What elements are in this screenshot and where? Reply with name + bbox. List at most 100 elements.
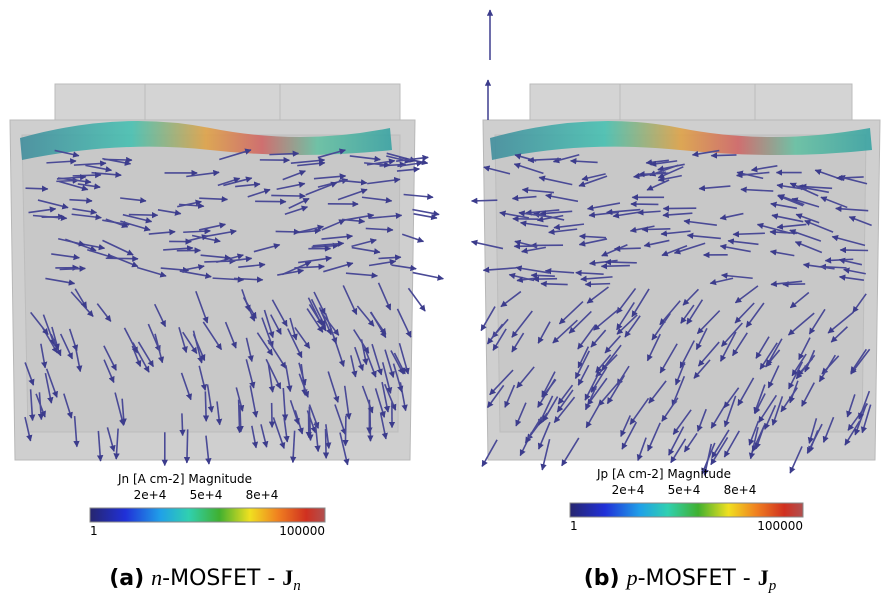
arrow [179,413,186,437]
arrow [757,394,778,423]
geometry [9,83,881,461]
arrow [298,224,325,234]
arrow [361,196,393,204]
arrow [710,152,737,159]
arrow [621,421,638,450]
arrow [637,209,661,216]
arrow [305,181,338,196]
arrow [612,211,642,219]
arrow [538,175,573,186]
arrow [377,282,392,311]
arrow [578,233,607,240]
arrow [660,230,691,237]
arrow [353,329,370,354]
arrow [294,263,325,270]
arrow [557,384,574,405]
arrow [683,218,717,227]
arrow [636,437,647,462]
arrow [770,280,803,288]
arrow [759,342,778,370]
arrow [629,397,650,425]
arrow [799,183,833,190]
arrow [860,404,872,434]
arrow [378,254,402,261]
arrow [590,367,608,393]
arrow [85,164,113,173]
arrow [616,314,638,335]
arrow [32,214,68,222]
arrow [737,377,755,406]
arrow [624,315,641,338]
arrow [568,310,592,334]
caption-symbol: J [282,565,293,590]
arrow [261,317,274,348]
arrow [154,333,165,364]
arrow [24,416,33,442]
arrow [670,438,687,464]
arrow [283,417,290,443]
arrow [339,432,350,466]
arrow [102,239,134,256]
colorbar-tick: 5e+4 [668,483,701,497]
arrow [657,166,684,179]
arrow [361,385,374,414]
arrow [695,327,708,351]
arrow [686,299,704,325]
arrow [307,297,323,326]
arrow [771,396,784,426]
arrow [710,437,729,466]
colorbar-max: 100000 [279,524,325,538]
arrow [275,228,301,236]
arrow [589,259,618,267]
arrow [673,242,706,255]
arrow [756,222,790,234]
arrow [350,355,358,378]
arrow [265,358,282,390]
arrow [584,385,598,411]
caption-label: (b) [584,566,620,591]
arrow [391,264,417,272]
arrow [521,186,555,194]
arrow [334,404,347,436]
arrow [638,171,669,178]
arrow [412,208,440,217]
arrow [836,174,864,182]
arrow [368,212,403,219]
arrow [37,392,45,421]
arrow [75,349,83,373]
arrow [548,228,578,235]
arrow [776,223,807,230]
arrow [767,365,780,389]
arrow [500,290,522,308]
arrow [696,310,721,335]
arrow [367,176,401,185]
arrow [631,288,650,318]
arrow [719,212,744,221]
arrow [390,350,405,375]
arrow [616,302,635,331]
arrow [269,150,300,157]
arrow [289,317,298,341]
arrow [114,392,126,426]
arrow [820,196,848,209]
arrow [597,380,621,407]
arrow [289,399,300,425]
arrow [647,422,661,452]
arrow [87,248,114,260]
arrow [827,311,854,334]
arrow [120,220,151,232]
arrow [153,303,167,328]
arrow [679,340,695,369]
arrow [711,429,730,459]
arrow [492,328,507,351]
arrow [253,243,281,253]
arrow [198,365,207,391]
arrow [541,379,557,398]
arrow [659,300,681,326]
arrow [320,312,340,336]
arrow [513,162,544,175]
arrow [604,258,637,266]
arrow [519,220,549,228]
arrow [601,344,622,371]
arrow [224,321,237,349]
